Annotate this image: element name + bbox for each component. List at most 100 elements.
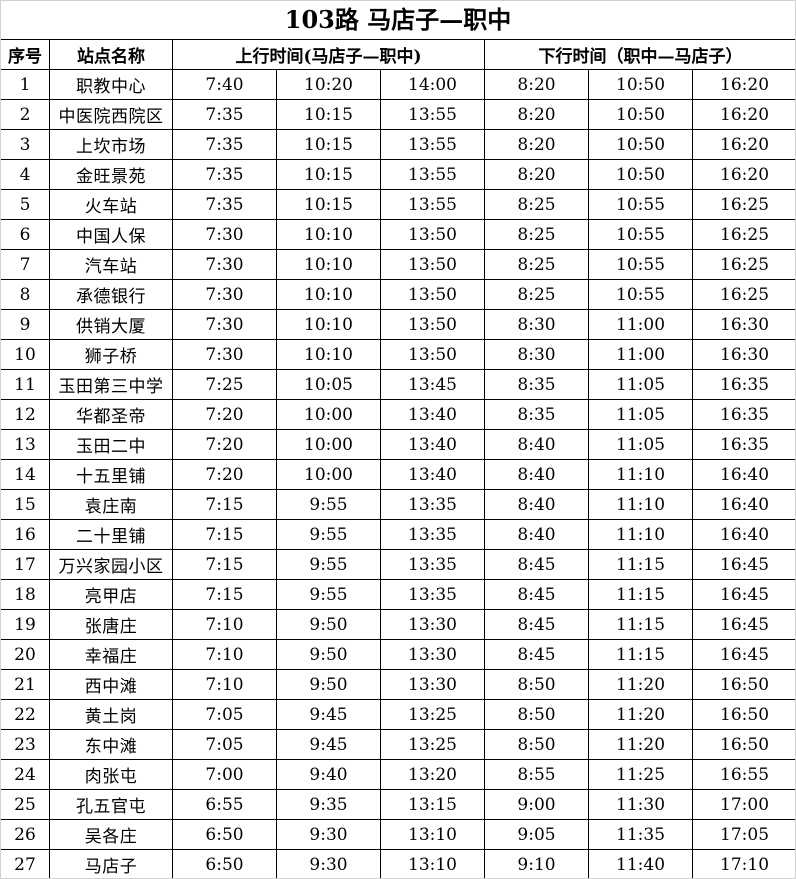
up-time-2: 10:00 bbox=[276, 459, 381, 490]
up-time-3: 14:00 bbox=[379, 69, 486, 100]
down-time-3: 17:05 bbox=[692, 819, 795, 850]
down-time-3: 16:35 bbox=[692, 399, 795, 430]
down-time-1: 8:20 bbox=[484, 129, 590, 160]
row-no: 10 bbox=[1, 339, 50, 370]
up-time-1: 7:10 bbox=[172, 669, 277, 700]
down-time-3: 16:45 bbox=[692, 609, 795, 640]
row-no: 9 bbox=[1, 309, 50, 340]
row-no: 22 bbox=[1, 699, 50, 730]
up-time-2: 9:50 bbox=[276, 639, 381, 670]
down-time-2: 10:55 bbox=[588, 189, 694, 220]
down-time-2: 11:15 bbox=[588, 579, 694, 610]
table-row: 19 张唐庄 7:10 9:50 13:30 8:45 11:15 16:45 bbox=[1, 609, 795, 640]
timetable: 序号 站点名称 上行时间(马店子—职中) 下行时间（职中—马店子） 1 职教中心 7… bbox=[1, 39, 795, 878]
station-name: 金旺景苑 bbox=[49, 159, 173, 190]
up-time-3: 13:25 bbox=[379, 699, 486, 730]
row-no: 26 bbox=[1, 819, 50, 850]
down-time-2: 11:10 bbox=[588, 489, 694, 520]
down-time-1: 8:40 bbox=[484, 459, 590, 490]
up-time-1: 7:30 bbox=[172, 249, 277, 280]
up-time-3: 13:35 bbox=[379, 549, 486, 580]
up-time-2: 10:15 bbox=[276, 189, 381, 220]
down-time-3: 16:40 bbox=[692, 519, 795, 550]
up-time-3: 13:20 bbox=[379, 759, 486, 790]
down-time-1: 9:00 bbox=[484, 789, 590, 820]
up-time-2: 9:45 bbox=[276, 699, 381, 730]
up-time-1: 7:30 bbox=[172, 219, 277, 250]
station-name: 玉田第三中学 bbox=[49, 369, 173, 400]
down-time-3: 16:45 bbox=[692, 579, 795, 610]
up-time-1: 6:50 bbox=[172, 819, 277, 850]
up-time-2: 9:45 bbox=[276, 729, 381, 760]
up-time-1: 6:55 bbox=[172, 789, 277, 820]
down-time-1: 8:45 bbox=[484, 639, 590, 670]
down-time-2: 11:25 bbox=[588, 759, 694, 790]
up-time-1: 7:35 bbox=[172, 159, 277, 190]
up-time-2: 9:35 bbox=[276, 789, 381, 820]
row-no: 3 bbox=[1, 129, 50, 160]
row-no: 15 bbox=[1, 489, 50, 520]
down-time-3: 16:40 bbox=[692, 459, 795, 490]
up-time-3: 13:55 bbox=[379, 129, 486, 160]
up-time-1: 7:20 bbox=[172, 429, 277, 460]
up-time-2: 10:10 bbox=[276, 309, 381, 340]
station-name: 肉张屯 bbox=[49, 759, 173, 790]
down-time-2: 11:05 bbox=[588, 369, 694, 400]
station-name: 幸福庄 bbox=[49, 639, 173, 670]
station-name: 张唐庄 bbox=[49, 609, 173, 640]
station-name: 吴各庄 bbox=[49, 819, 173, 850]
up-time-3: 13:55 bbox=[379, 189, 486, 220]
table-row: 8 承德银行 7:30 10:10 13:50 8:25 10:55 16:25 bbox=[1, 279, 795, 310]
station-name: 西中滩 bbox=[49, 669, 173, 700]
up-time-3: 13:50 bbox=[379, 339, 486, 370]
table-row: 21 西中滩 7:10 9:50 13:30 8:50 11:20 16:50 bbox=[1, 669, 795, 700]
station-name: 孔五官屯 bbox=[49, 789, 173, 820]
down-time-1: 8:25 bbox=[484, 249, 590, 280]
down-time-1: 8:20 bbox=[484, 159, 590, 190]
down-time-3: 16:25 bbox=[692, 279, 795, 310]
row-no: 6 bbox=[1, 219, 50, 250]
down-time-2: 11:00 bbox=[588, 339, 694, 370]
table-row: 23 东中滩 7:05 9:45 13:25 8:50 11:20 16:50 bbox=[1, 729, 795, 760]
up-time-1: 6:50 bbox=[172, 849, 277, 878]
up-time-2: 9:50 bbox=[276, 669, 381, 700]
up-time-2: 10:15 bbox=[276, 129, 381, 160]
up-time-2: 10:10 bbox=[276, 339, 381, 370]
down-time-2: 11:30 bbox=[588, 789, 694, 820]
down-time-3: 16:35 bbox=[692, 429, 795, 460]
up-time-2: 9:55 bbox=[276, 519, 381, 550]
row-no: 13 bbox=[1, 429, 50, 460]
down-time-1: 8:45 bbox=[484, 549, 590, 580]
row-no: 19 bbox=[1, 609, 50, 640]
up-time-3: 13:10 bbox=[379, 819, 486, 850]
down-time-1: 9:05 bbox=[484, 819, 590, 850]
header-down: 下行时间（职中—马店子） bbox=[484, 39, 795, 70]
up-time-1: 7:15 bbox=[172, 549, 277, 580]
up-time-3: 13:50 bbox=[379, 309, 486, 340]
table-row: 18 亮甲店 7:15 9:55 13:35 8:45 11:15 16:45 bbox=[1, 579, 795, 610]
up-time-3: 13:25 bbox=[379, 729, 486, 760]
up-time-1: 7:05 bbox=[172, 699, 277, 730]
row-no: 23 bbox=[1, 729, 50, 760]
row-no: 17 bbox=[1, 549, 50, 580]
down-time-2: 11:20 bbox=[588, 729, 694, 760]
down-time-2: 11:35 bbox=[588, 819, 694, 850]
up-time-1: 7:20 bbox=[172, 399, 277, 430]
table-row: 25 孔五官屯 6:55 9:35 13:15 9:00 11:30 17:00 bbox=[1, 789, 795, 820]
down-time-3: 16:35 bbox=[692, 369, 795, 400]
station-name: 亮甲店 bbox=[49, 579, 173, 610]
down-time-3: 16:25 bbox=[692, 249, 795, 280]
down-time-2: 10:55 bbox=[588, 279, 694, 310]
row-no: 20 bbox=[1, 639, 50, 670]
up-time-1: 7:30 bbox=[172, 279, 277, 310]
table-row: 27 马店子 6:50 9:30 13:10 9:10 11:40 17:10 bbox=[1, 849, 795, 878]
down-time-2: 11:10 bbox=[588, 459, 694, 490]
station-name: 狮子桥 bbox=[49, 339, 173, 370]
up-time-1: 7:35 bbox=[172, 99, 277, 130]
row-no: 14 bbox=[1, 459, 50, 490]
table-row: 12 华都圣帝 7:20 10:00 13:40 8:35 11:05 16:35 bbox=[1, 399, 795, 430]
station-name: 火车站 bbox=[49, 189, 173, 220]
up-time-3: 13:50 bbox=[379, 279, 486, 310]
down-time-1: 8:45 bbox=[484, 609, 590, 640]
up-time-2: 9:55 bbox=[276, 579, 381, 610]
